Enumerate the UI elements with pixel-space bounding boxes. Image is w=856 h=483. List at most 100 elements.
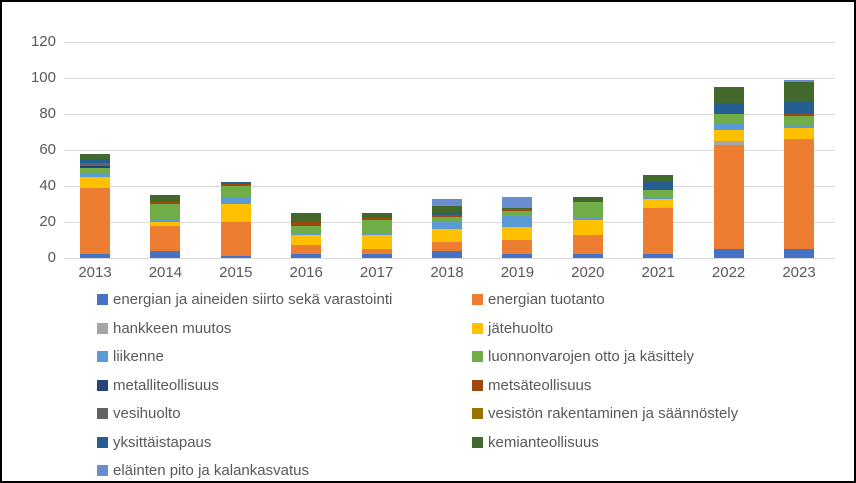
- bar-segment: [784, 124, 814, 129]
- legend-label: energian tuotanto: [488, 291, 605, 308]
- bar-segment: [220, 196, 251, 204]
- x-axis-tick-label: 2022: [711, 264, 746, 281]
- bar-segment: [361, 213, 392, 219]
- legend-color-swatch-icon: [97, 465, 108, 476]
- bar-segment: [80, 173, 110, 177]
- bar-segment: [432, 241, 462, 251]
- legend-item: kemianteollisuus: [472, 433, 599, 452]
- bar-segment: [713, 144, 744, 249]
- legend-item: jätehuolto: [472, 319, 553, 338]
- bar-segment: [150, 204, 181, 221]
- legend-color-swatch-icon: [472, 408, 483, 419]
- x-axis-tick-label: 2015: [219, 264, 253, 281]
- bar-segment: [150, 202, 181, 204]
- bar-segment: [784, 101, 814, 114]
- bar-segment: [432, 216, 462, 222]
- bar-segment: [713, 130, 744, 141]
- legend-label: metalliteollisuus: [113, 377, 219, 394]
- bar-segment: [220, 222, 251, 257]
- legend-color-swatch-icon: [472, 294, 483, 305]
- bar-segment: [713, 141, 744, 145]
- bar-segment: [572, 196, 603, 203]
- bar-segment: [502, 207, 533, 210]
- legend-label: yksittäistapaus: [113, 434, 212, 451]
- legend-color-swatch-icon: [97, 408, 108, 419]
- bar-segment: [713, 103, 744, 114]
- bar-segment: [784, 114, 814, 116]
- bar-segment: [361, 232, 392, 235]
- bar-segment: [150, 225, 181, 251]
- bar-segment: [432, 229, 462, 242]
- bar-segment: [572, 254, 603, 258]
- x-axis-tick-label: 2013: [78, 264, 112, 281]
- legend-item: metsäteollisuus: [472, 376, 591, 395]
- bar-segment: [784, 79, 814, 82]
- bar-segment: [643, 254, 674, 258]
- bar-segment: [643, 175, 674, 181]
- bar-segment: [784, 81, 814, 102]
- legend-color-swatch-icon: [472, 351, 483, 362]
- bar-segment: [291, 222, 322, 226]
- bar-segment: [713, 249, 744, 258]
- y-axis-tick-label: 40: [39, 177, 56, 194]
- legend-item: energian ja aineiden siirto sekä varasto…: [97, 290, 392, 309]
- gridline-y-0: [64, 258, 835, 259]
- legend-label: energian ja aineiden siirto sekä varasto…: [113, 291, 393, 308]
- legend-color-swatch-icon: [472, 323, 483, 334]
- legend-label: luonnonvarojen otto ja käsittely: [488, 348, 694, 365]
- bar-segment: [432, 198, 462, 206]
- stacked-bar-2020: [572, 2, 603, 258]
- y-axis-tick-label: 60: [39, 141, 56, 158]
- legend-item: hankkeen muutos: [97, 319, 231, 338]
- bar-segment: [291, 213, 322, 222]
- x-axis-tick-label: 2021: [641, 264, 675, 281]
- stacked-bar-2015: [220, 2, 251, 258]
- bar-segment: [150, 222, 181, 226]
- bar-segment: [572, 216, 603, 221]
- bar-segment: [643, 198, 674, 208]
- bar-segment: [643, 196, 674, 199]
- stacked-bar-2014: [150, 2, 181, 258]
- x-axis-tick-label: 2014: [148, 264, 183, 281]
- gridline-y-60: [64, 150, 835, 151]
- bar-segment: [80, 168, 110, 174]
- bar-segment: [220, 204, 251, 222]
- bar-segment: [220, 186, 251, 197]
- bar-segment: [150, 195, 181, 203]
- legend-label: liikenne: [113, 348, 164, 365]
- legend-label: kemianteollisuus: [488, 434, 599, 451]
- bar-segment: [572, 220, 603, 235]
- bar-segment: [784, 128, 814, 140]
- legend-label: hankkeen muutos: [113, 320, 232, 337]
- bar-segment: [643, 180, 674, 190]
- bar-segment: [713, 114, 744, 123]
- legend-item: eläinten pito ja kalankasvatus: [97, 461, 309, 480]
- bar-segment: [80, 159, 110, 163]
- legend-label: jätehuolto: [488, 320, 554, 337]
- legend-item: vesihuolto: [97, 404, 181, 423]
- legend-label: metsäteollisuus: [488, 377, 592, 394]
- gridline-y-100: [64, 78, 835, 79]
- bar-segment: [784, 139, 814, 249]
- stacked-bar-2022: [713, 2, 744, 258]
- bar-segment: [220, 182, 251, 185]
- bar-segment: [150, 250, 181, 258]
- bar-segment: [713, 87, 744, 104]
- gridline-y-80: [64, 114, 835, 115]
- bar-segment: [291, 225, 322, 233]
- stacked-bar-2016: [291, 2, 322, 258]
- gridline-y-120: [64, 42, 835, 43]
- y-axis-tick-label: 20: [39, 213, 56, 230]
- stacked-bar-2019: [502, 2, 533, 258]
- bar-segment: [432, 250, 462, 258]
- x-axis-tick-label: 2017: [359, 264, 394, 281]
- bar-segment: [80, 254, 110, 258]
- y-axis-tick-label: 80: [39, 105, 56, 122]
- bar-segment: [713, 123, 744, 131]
- legend-item: liikenne: [97, 347, 164, 366]
- legend-label: eläinten pito ja kalankasvatus: [113, 462, 309, 479]
- legend-color-swatch-icon: [97, 351, 108, 362]
- stacked-bar-2017: [361, 2, 392, 258]
